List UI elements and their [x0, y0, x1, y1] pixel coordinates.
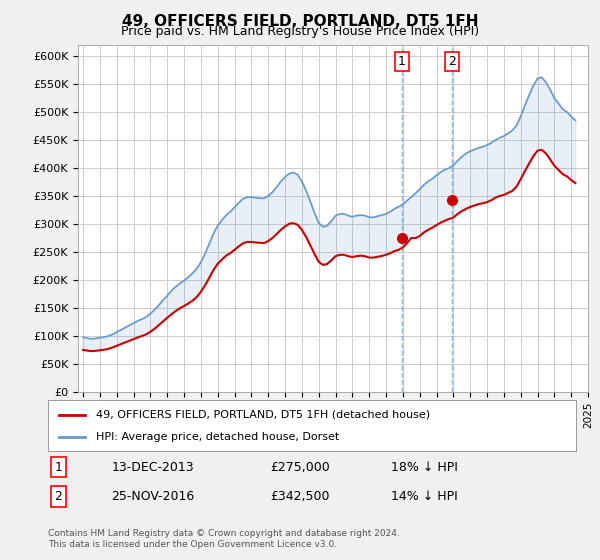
Text: £342,500: £342,500 — [270, 490, 329, 503]
Text: 1: 1 — [398, 55, 406, 68]
Text: 2: 2 — [448, 55, 455, 68]
Text: Contains HM Land Registry data © Crown copyright and database right 2024.
This d: Contains HM Land Registry data © Crown c… — [48, 529, 400, 549]
Text: 14% ↓ HPI: 14% ↓ HPI — [391, 490, 458, 503]
Text: 49, OFFICERS FIELD, PORTLAND, DT5 1FH: 49, OFFICERS FIELD, PORTLAND, DT5 1FH — [122, 14, 478, 29]
Text: Price paid vs. HM Land Registry's House Price Index (HPI): Price paid vs. HM Land Registry's House … — [121, 25, 479, 38]
Text: HPI: Average price, detached house, Dorset: HPI: Average price, detached house, Dors… — [95, 432, 339, 442]
Text: 25-NOV-2016: 25-NOV-2016 — [112, 490, 194, 503]
Text: 1: 1 — [55, 461, 62, 474]
Text: 13-DEC-2013: 13-DEC-2013 — [112, 461, 194, 474]
Text: 18% ↓ HPI: 18% ↓ HPI — [391, 461, 458, 474]
Text: 2: 2 — [55, 490, 62, 503]
Text: 49, OFFICERS FIELD, PORTLAND, DT5 1FH (detached house): 49, OFFICERS FIELD, PORTLAND, DT5 1FH (d… — [95, 409, 430, 419]
Text: £275,000: £275,000 — [270, 461, 329, 474]
